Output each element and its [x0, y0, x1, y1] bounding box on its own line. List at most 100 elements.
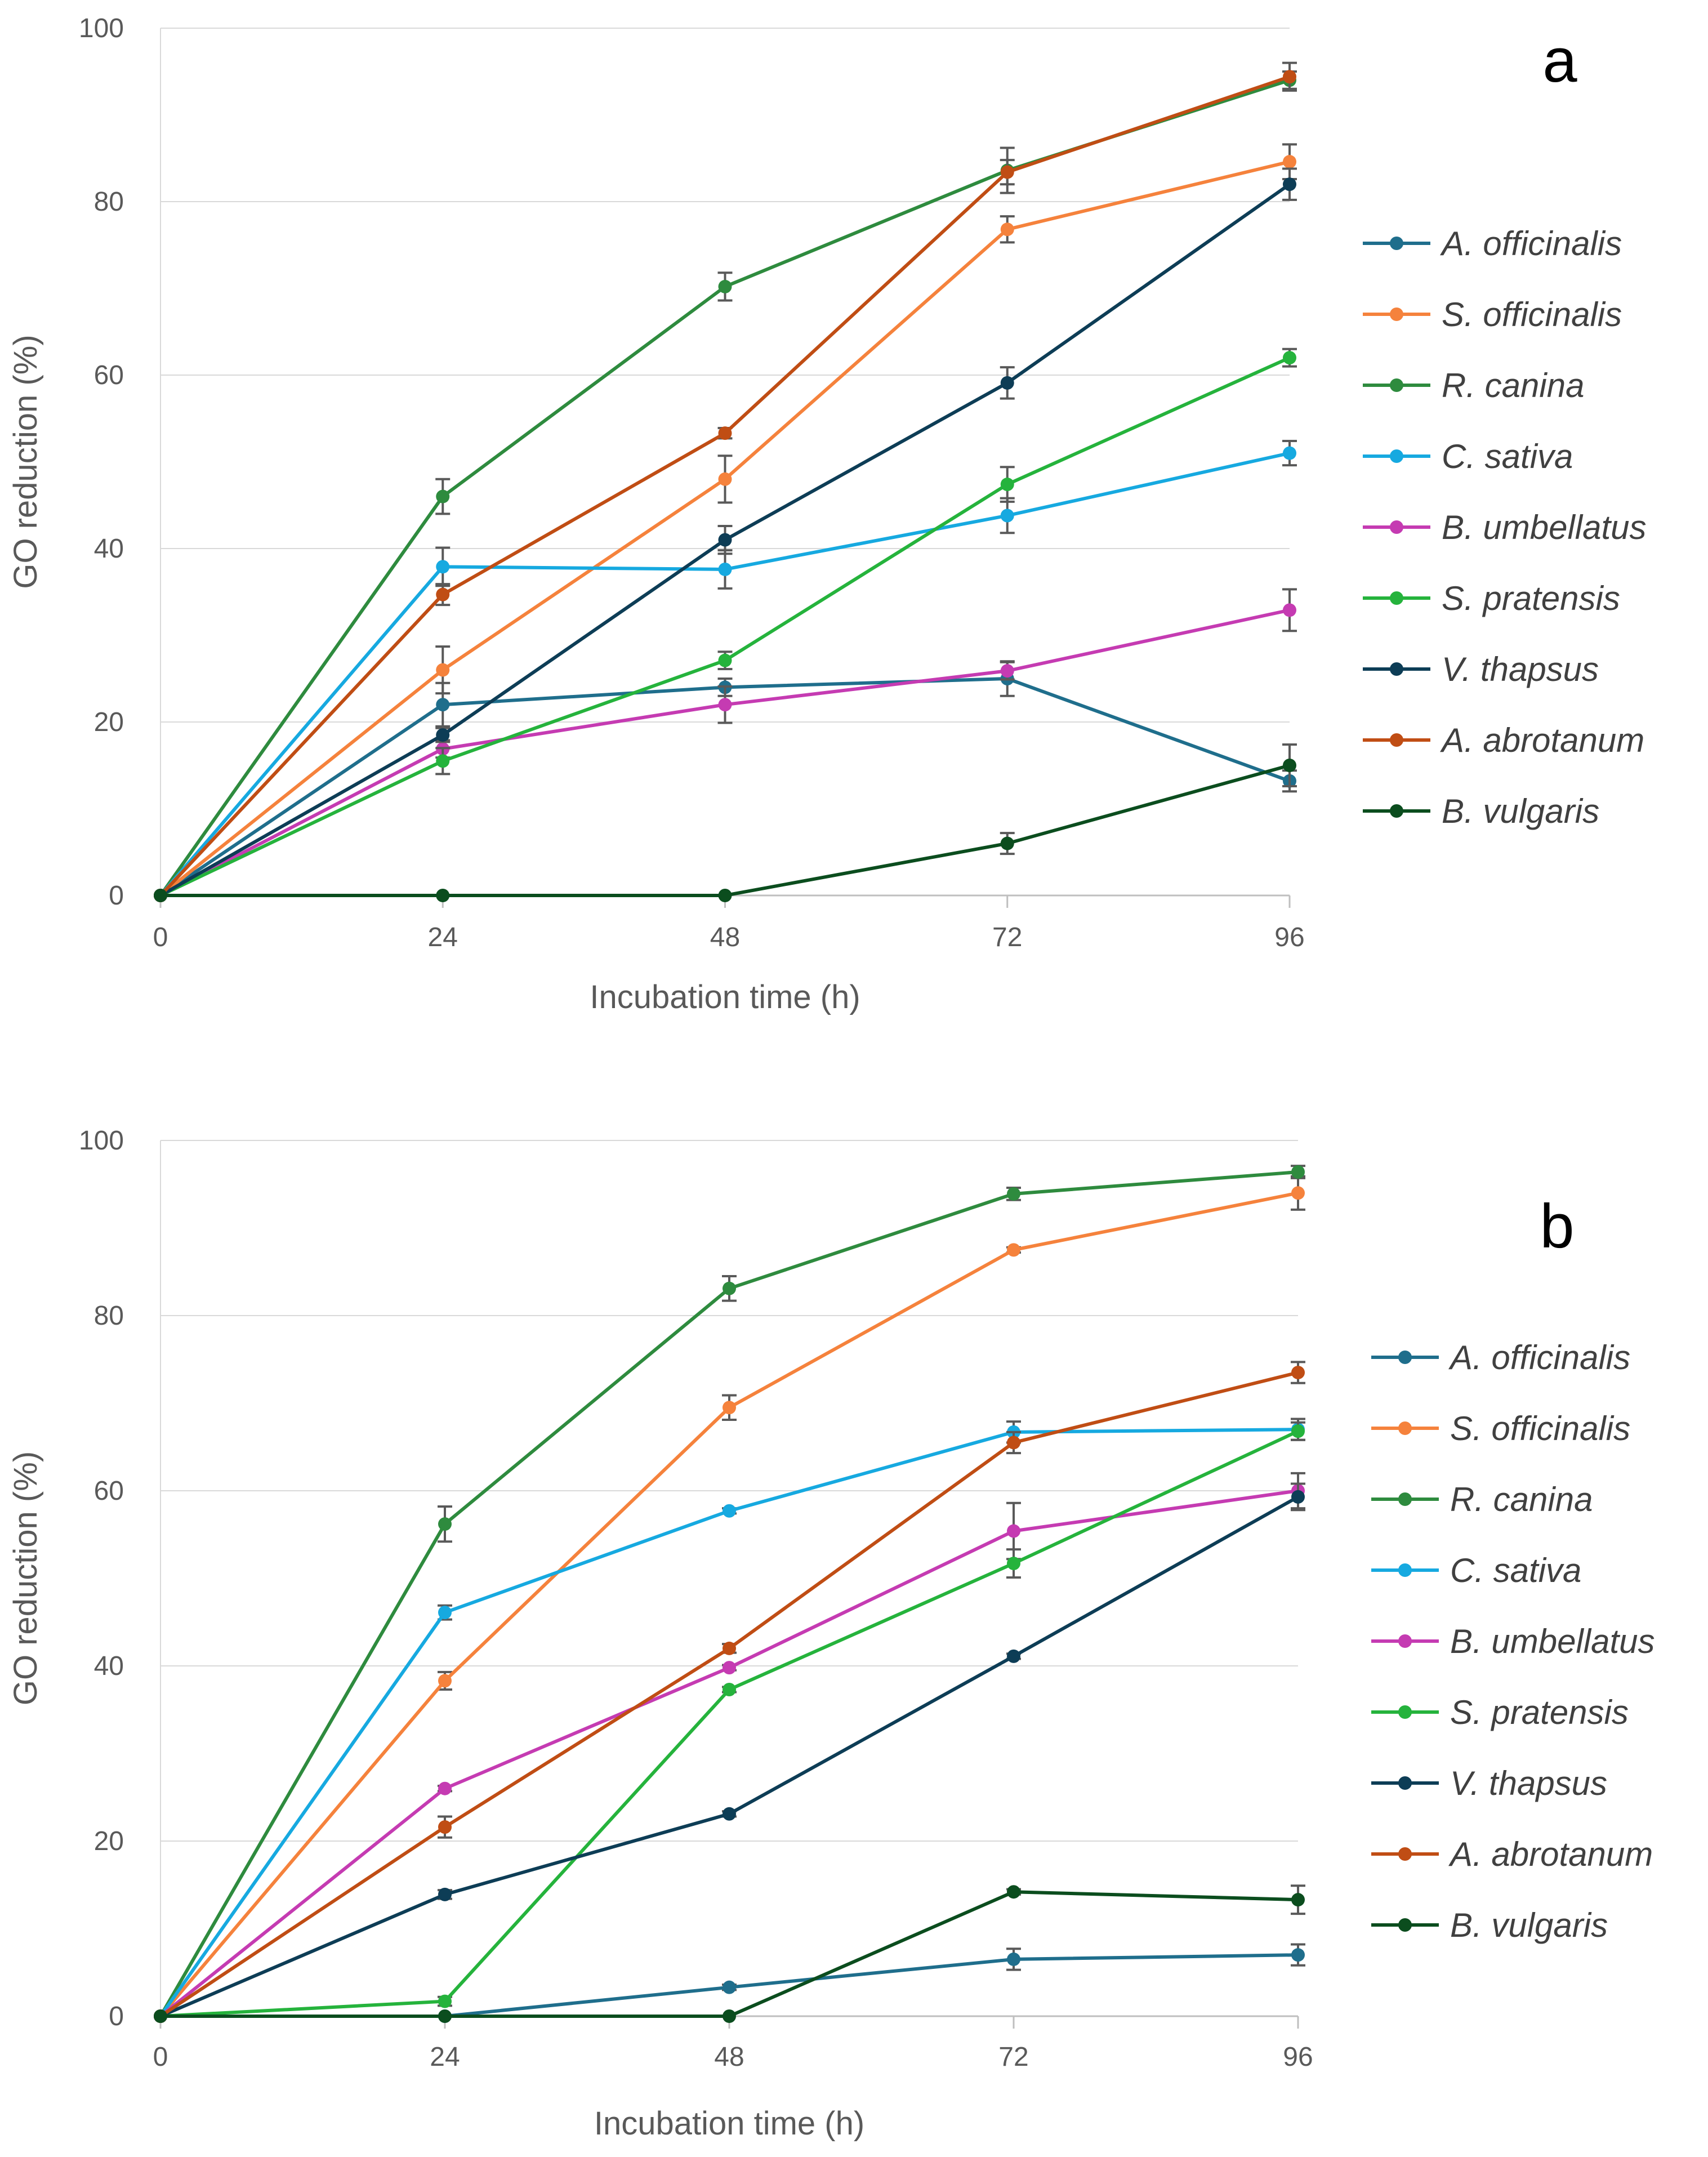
data-point: [438, 1674, 452, 1688]
legend-label: R. canina: [1442, 367, 1584, 404]
data-point: [1000, 222, 1014, 237]
data-point: [1291, 1186, 1305, 1200]
x-tick-label: 96: [1283, 2042, 1313, 2072]
data-point: [1007, 1952, 1020, 1966]
data-point: [1291, 1490, 1305, 1504]
legend-swatch-marker: [1398, 1634, 1412, 1648]
data-point: [723, 1980, 736, 1994]
legend-label: B. umbellatus: [1450, 1623, 1655, 1660]
series-line: [159, 1495, 1299, 2018]
series-3: [154, 440, 1297, 902]
data-point: [1283, 446, 1296, 460]
legend-label: A. officinalis: [1448, 1339, 1630, 1376]
legend-label: B. umbellatus: [1442, 509, 1647, 546]
series-8: [154, 743, 1297, 902]
series-6: [154, 1482, 1305, 2023]
x-tick-label: 96: [1274, 922, 1304, 952]
data-point: [1283, 759, 1296, 772]
data-point: [723, 1661, 736, 1675]
data-point: [1000, 478, 1014, 492]
legend-label: V. thapsus: [1450, 1764, 1607, 1802]
legend-swatch-marker: [1390, 662, 1403, 676]
legend-entry: B. umbellatus: [1371, 1623, 1655, 1660]
panel-letter: b: [1540, 1192, 1574, 1261]
data-point: [438, 1606, 452, 1620]
legend-swatch-marker: [1398, 1563, 1412, 1577]
data-point: [1007, 1187, 1020, 1201]
legend-entry: V. thapsus: [1363, 650, 1599, 688]
y-axis-title: GO reduction (%): [7, 335, 44, 589]
series-line: [160, 764, 1290, 897]
data-point: [436, 663, 450, 677]
data-point: [718, 472, 732, 486]
y-tick-label: 60: [94, 1476, 124, 1506]
data-point: [1291, 1948, 1305, 1962]
data-point: [723, 2009, 736, 2023]
y-tick-label: 100: [79, 1126, 124, 1156]
legend-entry: B. umbellatus: [1363, 509, 1647, 546]
legend-label: A. officinalis: [1440, 225, 1622, 262]
legend-entry: R. canina: [1363, 367, 1584, 404]
data-point: [723, 1504, 736, 1518]
legend-label: R. canina: [1450, 1481, 1593, 1518]
legend-entry: S. pratensis: [1371, 1693, 1629, 1731]
legend-entry: A. officinalis: [1371, 1339, 1630, 1376]
data-point: [154, 2009, 167, 2023]
y-tick-label: 40: [94, 1651, 124, 1681]
data-point: [436, 489, 450, 503]
data-point: [723, 1807, 736, 1821]
y-tick-label: 100: [79, 14, 124, 43]
legend-entry: S. officinalis: [1371, 1410, 1630, 1447]
series-line: [159, 451, 1290, 897]
data-point: [1007, 1436, 1020, 1450]
legend-swatch-marker: [1390, 307, 1403, 321]
x-tick-label: 48: [710, 922, 740, 952]
data-point: [718, 562, 732, 576]
legend-entry: A. abrotanum: [1363, 721, 1644, 759]
data-point: [436, 587, 450, 601]
x-tick-label: 0: [153, 922, 168, 952]
series-line: [159, 1191, 1299, 2017]
data-point: [1291, 1893, 1305, 1907]
series-8: [154, 1884, 1305, 2023]
legend-label: S. pratensis: [1442, 580, 1620, 617]
data-point: [1291, 1424, 1305, 1438]
data-point: [1007, 1885, 1020, 1899]
data-point: [718, 698, 732, 712]
legend-swatch-marker: [1398, 1918, 1412, 1932]
data-point: [1283, 70, 1296, 84]
y-tick-label: 20: [94, 707, 124, 737]
data-point: [1000, 376, 1014, 390]
legend-entry: R. canina: [1371, 1481, 1593, 1518]
y-tick-label: 60: [94, 360, 124, 390]
x-axis-title: Incubation time (h): [590, 979, 860, 1015]
legend-swatch-marker: [1390, 449, 1403, 463]
legend-swatch-marker: [1398, 1705, 1412, 1719]
legend-swatch-marker: [1390, 520, 1403, 534]
data-point: [1291, 1165, 1305, 1179]
series-4: [154, 1472, 1305, 2023]
legend-label: A. abrotanum: [1440, 721, 1644, 759]
data-point: [438, 1517, 452, 1531]
series-4: [154, 588, 1297, 902]
data-point: [723, 1641, 736, 1655]
y-tick-label: 20: [94, 1826, 124, 1856]
legend-label: C. sativa: [1450, 1552, 1581, 1589]
y-tick-label: 0: [109, 881, 124, 911]
data-point: [1007, 1524, 1020, 1538]
legend-label: A. abrotanum: [1448, 1835, 1653, 1873]
legend-swatch-marker: [1390, 378, 1403, 392]
data-point: [723, 1281, 736, 1295]
data-point: [1007, 1557, 1020, 1571]
series-1: [154, 143, 1297, 902]
legend-entry: B. vulgaris: [1371, 1906, 1608, 1944]
legend-swatch-marker: [1398, 1776, 1412, 1790]
x-tick-label: 48: [714, 2042, 744, 2072]
legend-swatch-marker: [1398, 1492, 1412, 1506]
legend-label: B. vulgaris: [1450, 1906, 1608, 1944]
x-tick-label: 72: [998, 2042, 1028, 2072]
data-point: [436, 754, 450, 768]
data-point: [718, 889, 732, 902]
legend-label: V. thapsus: [1442, 650, 1599, 688]
legend-label: B. vulgaris: [1442, 792, 1599, 830]
